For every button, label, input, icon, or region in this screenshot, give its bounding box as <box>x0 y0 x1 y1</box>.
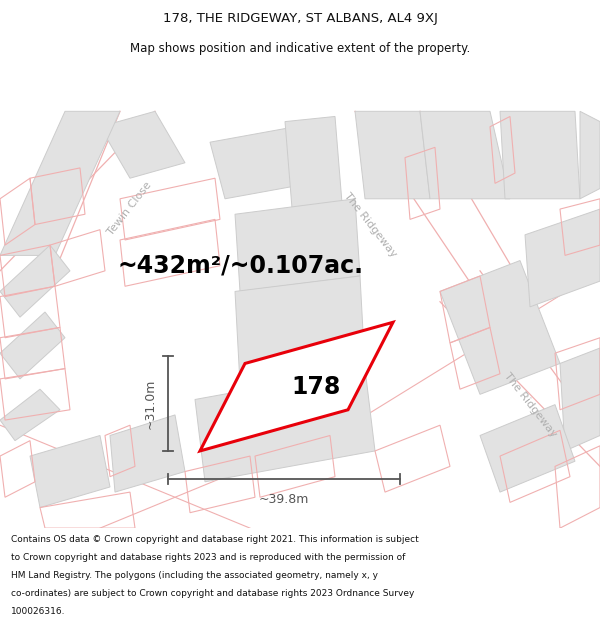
Polygon shape <box>285 116 345 245</box>
Text: ~39.8m: ~39.8m <box>259 492 309 506</box>
Polygon shape <box>480 404 575 492</box>
Polygon shape <box>0 245 70 317</box>
Text: 100026316.: 100026316. <box>11 607 65 616</box>
Polygon shape <box>0 312 65 379</box>
Text: co-ordinates) are subject to Crown copyright and database rights 2023 Ordnance S: co-ordinates) are subject to Crown copyr… <box>11 589 414 598</box>
Polygon shape <box>0 111 120 256</box>
Text: Tewin Close: Tewin Close <box>106 181 154 238</box>
Polygon shape <box>580 111 600 199</box>
Text: Contains OS data © Crown copyright and database right 2021. This information is : Contains OS data © Crown copyright and d… <box>11 535 419 544</box>
Polygon shape <box>210 127 310 199</box>
Polygon shape <box>100 111 185 178</box>
Polygon shape <box>200 322 393 451</box>
Polygon shape <box>235 199 360 291</box>
Text: to Crown copyright and database rights 2023 and is reproduced with the permissio: to Crown copyright and database rights 2… <box>11 553 405 562</box>
Text: Map shows position and indicative extent of the property.: Map shows position and indicative extent… <box>130 42 470 55</box>
Polygon shape <box>110 415 185 492</box>
Polygon shape <box>0 389 60 441</box>
Polygon shape <box>30 436 110 508</box>
Polygon shape <box>195 369 375 482</box>
Polygon shape <box>440 261 560 394</box>
Text: The Ridgeway: The Ridgeway <box>342 191 398 259</box>
Text: ~432m²/~0.107ac.: ~432m²/~0.107ac. <box>117 254 363 278</box>
Polygon shape <box>235 276 365 384</box>
Polygon shape <box>560 348 600 451</box>
Text: The Ridgeway: The Ridgeway <box>502 371 558 439</box>
Polygon shape <box>525 209 600 307</box>
Polygon shape <box>420 111 510 199</box>
Polygon shape <box>355 111 430 199</box>
Polygon shape <box>500 111 580 199</box>
Text: ~31.0m: ~31.0m <box>143 378 157 429</box>
Text: 178, THE RIDGEWAY, ST ALBANS, AL4 9XJ: 178, THE RIDGEWAY, ST ALBANS, AL4 9XJ <box>163 12 437 25</box>
Text: HM Land Registry. The polygons (including the associated geometry, namely x, y: HM Land Registry. The polygons (includin… <box>11 571 378 580</box>
Text: 178: 178 <box>292 374 341 399</box>
